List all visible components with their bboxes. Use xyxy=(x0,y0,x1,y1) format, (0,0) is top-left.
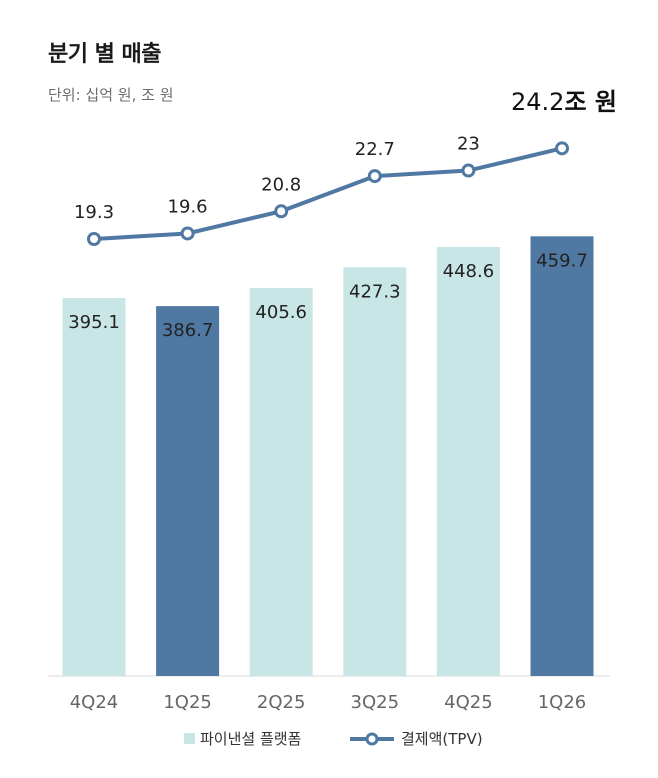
tpv-point-4Q25 xyxy=(461,163,476,178)
bar-2Q25 xyxy=(249,288,313,676)
tpv-line xyxy=(93,146,563,241)
tpv-point-1Q26 xyxy=(555,141,569,156)
bar-label-4Q24: 395.1 xyxy=(68,312,120,333)
bar-1Q25 xyxy=(156,306,220,676)
chart-title: 분기 별 매출 xyxy=(48,42,162,67)
tpv-label-1Q26: 24.2조 원 xyxy=(511,88,617,116)
bar-label-1Q26: 459.7 xyxy=(536,250,588,271)
tpv-label-3Q25: 22.7 xyxy=(355,139,395,160)
unit-note: 단위: 십억 원, 조 원 xyxy=(48,86,174,104)
legend-line-marker xyxy=(365,732,379,746)
x-tick-4Q24: 4Q24 xyxy=(70,692,119,713)
bar-label-4Q25: 448.6 xyxy=(443,261,495,282)
tpv-point-2Q25 xyxy=(274,204,289,219)
tpv-point-1Q25 xyxy=(180,226,195,241)
x-tick-4Q25: 4Q25 xyxy=(444,692,493,713)
bar-1Q26 xyxy=(530,236,594,677)
x-tick-3Q25: 3Q25 xyxy=(351,692,400,713)
bar-3Q25 xyxy=(343,267,407,676)
tpv-label-4Q24: 19.3 xyxy=(74,202,114,223)
tpv-label-2Q25: 20.8 xyxy=(261,174,301,195)
x-tick-1Q25: 1Q25 xyxy=(163,692,212,713)
legend-line-label: 결제액(TPV) xyxy=(401,730,483,748)
legend-bar-label: 파이낸셜 플랫폼 xyxy=(200,730,301,748)
x-tick-2Q25: 2Q25 xyxy=(257,692,306,713)
tpv-point-4Q24 xyxy=(87,232,101,246)
x-tick-1Q26: 1Q26 xyxy=(538,692,587,713)
tpv-label-1Q25: 19.6 xyxy=(168,196,208,217)
bar-label-3Q25: 427.3 xyxy=(349,281,401,302)
bar-4Q24 xyxy=(62,298,126,676)
tpv-point-3Q25 xyxy=(367,169,382,184)
legend-bar-swatch xyxy=(184,733,195,744)
bar-label-1Q25: 386.7 xyxy=(162,320,214,341)
bar-4Q25 xyxy=(436,246,500,676)
tpv-label-4Q25: 23 xyxy=(457,134,480,155)
bar-label-2Q25: 405.6 xyxy=(255,302,307,323)
